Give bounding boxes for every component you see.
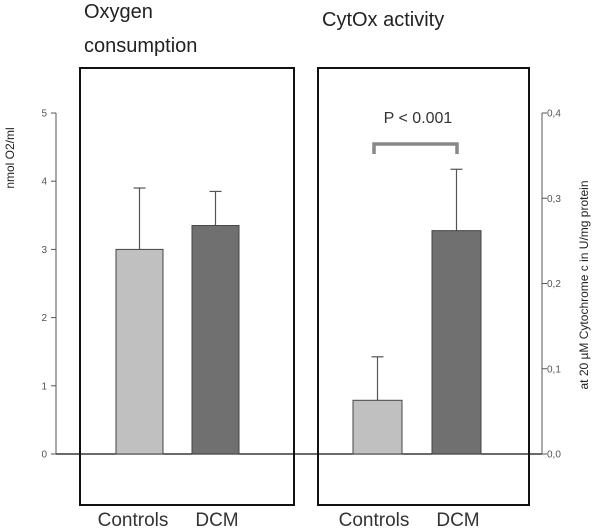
left-y-tick-label: 1 xyxy=(41,381,47,392)
left-category-label: Controls xyxy=(98,510,169,528)
right-panel-frame xyxy=(317,67,530,506)
right-y-axis-label: at 20 µM Cytochrome c in U/mg protein xyxy=(577,181,591,390)
right-chart-title: CytOx activity xyxy=(322,9,444,31)
right-y-tick-label: 0,1 xyxy=(547,364,561,375)
right-bar-dcm xyxy=(431,230,482,455)
left-bar-dcm xyxy=(191,225,240,455)
right-category-label: Controls xyxy=(339,510,410,528)
right-y-tick-label: 0,4 xyxy=(547,109,561,120)
left-panel-frame xyxy=(79,67,295,506)
left-y-tick-label: 0 xyxy=(41,450,47,461)
right-category-label: DCM xyxy=(436,510,479,528)
left-y-tick-label: 3 xyxy=(41,245,47,256)
right-y-tick-label: 0,3 xyxy=(547,194,561,205)
significance-label: P < 0.001 xyxy=(384,110,453,127)
left-chart-title-line2: consumption xyxy=(84,35,197,57)
right-y-tick-label: 0,2 xyxy=(547,279,561,290)
left-category-label: DCM xyxy=(195,510,238,528)
left-y-axis-label: nmol O2/ml xyxy=(3,127,17,188)
significance-bracket xyxy=(372,142,459,154)
left-y-tick-label: 4 xyxy=(41,177,47,188)
left-y-tick-label: 2 xyxy=(41,313,47,324)
left-chart-title-line1: Oxygen xyxy=(84,1,153,23)
right-bar-controls xyxy=(352,399,403,455)
left-bar-controls xyxy=(115,248,164,455)
left-y-tick-label: 5 xyxy=(41,109,47,120)
right-y-tick-label: 0,0 xyxy=(547,450,561,461)
